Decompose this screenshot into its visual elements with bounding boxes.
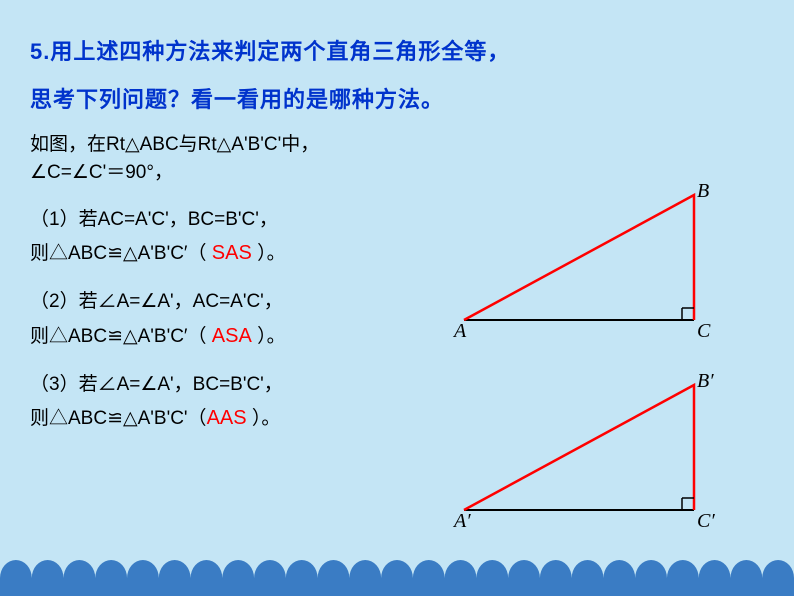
q1-answer: SAS — [212, 242, 252, 264]
triangle-abc-prime-sides — [464, 385, 694, 510]
vertex-c-prime-label: C′ — [697, 510, 715, 533]
q2-conclusion-pre: 则△ABC≌△A'B'C′（ — [30, 326, 212, 347]
title-line-2: 思考下列问题？看一看用的是哪种方法。 — [30, 76, 764, 124]
q1-conclusion-post: ）。 — [252, 243, 286, 264]
q2-condition: （2）若∠A=∠A'，AC=A'C'， — [30, 291, 283, 312]
triangle-abc-svg — [459, 190, 709, 330]
scallop-border — [0, 556, 794, 596]
vertex-b-prime-label: B′ — [697, 370, 714, 393]
q3-answer: AAS — [207, 407, 247, 429]
triangle-abc-prime-svg — [459, 380, 709, 520]
given-text: 如图，在Rt△ABC与Rt△A'B'C'中， ∠C=∠C'＝90°， — [30, 131, 764, 188]
q3-conclusion-post: ）。 — [247, 408, 281, 429]
title-line-1: 5.用上述四种方法来判定两个直角三角形全等， — [30, 28, 764, 76]
given-line-2: ∠C=∠C'＝90°， — [30, 162, 173, 183]
triangle-abc-sides — [464, 195, 694, 320]
q3-conclusion-pre: 则△ABC≌△A'B'C'（ — [30, 408, 207, 429]
q2-conclusion-post: ）。 — [252, 326, 286, 347]
vertex-b-label: B — [697, 180, 709, 203]
vertex-a-prime-label: A′ — [454, 510, 471, 533]
vertex-c-label: C — [697, 320, 710, 343]
triangle-abc: A B C — [459, 190, 709, 335]
q1-condition: （1）若AC=A'C'，BC=B'C'， — [30, 209, 278, 230]
given-line-1: 如图，在Rt△ABC与Rt△A'B'C'中， — [30, 134, 319, 155]
q1-conclusion-pre: 则△ABC≌△A'B'C′（ — [30, 243, 212, 264]
q2-answer: ASA — [212, 325, 252, 347]
vertex-a-label: A — [454, 320, 466, 343]
triangle-abc-prime: A′ B′ C′ — [459, 380, 709, 525]
q3-condition: （3）若∠A=∠A'，BC=B'C'， — [30, 374, 283, 395]
